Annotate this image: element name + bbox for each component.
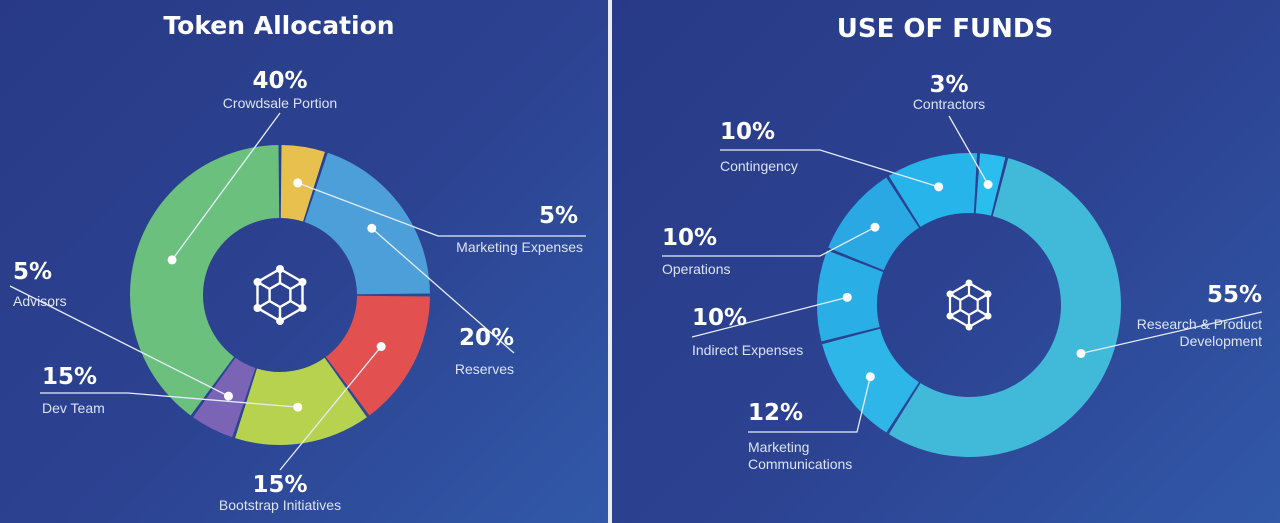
leader-line-reserves <box>371 227 515 354</box>
category-label-bootstrap-initiatives: Bootstrap Initiatives <box>219 497 341 513</box>
marker-dot-contingency <box>934 182 944 192</box>
use-of-funds-panel: USE OF FUNDS 55% Research & Product Develo… <box>612 0 1280 523</box>
category-label-crowdsale-portion: Crowdsale Portion <box>223 95 337 111</box>
leader-line-marketing-communications <box>748 376 871 433</box>
slice-contingency <box>888 153 978 227</box>
marker-dot-contractors <box>983 180 993 190</box>
leader-line-dev-team <box>40 392 298 408</box>
category-label-dev-team: Dev Team <box>42 400 105 416</box>
marker-dot-dev-team <box>293 402 303 412</box>
percent-label-contractors: 3% <box>929 72 968 98</box>
category-label-advisors: Advisors <box>13 293 67 309</box>
leader-line-bootstrap-initiatives <box>279 346 382 471</box>
percent-label-operations: 10% <box>662 225 717 251</box>
category-label-contractors: Contractors <box>913 96 985 112</box>
slice-bootstrap-initiatives <box>325 295 430 416</box>
percent-label-research-and-product-development: 55% <box>1207 282 1262 308</box>
leader-line-contractors <box>948 115 989 185</box>
token-allocation-panel: Token Allocation 40% Crowdsale Portion 5% M… <box>0 0 608 523</box>
leader-line-indirect-expenses <box>691 296 848 338</box>
category-label-operations: Operations <box>662 261 730 277</box>
percent-label-indirect-expenses: 10% <box>692 305 747 331</box>
marker-dot-research-and-product-development <box>1076 348 1086 358</box>
category-label-contingency: Contingency <box>720 158 798 174</box>
slice-reserves <box>304 152 430 295</box>
marker-dot-crowdsale-portion <box>167 255 177 265</box>
category-label-indirect-expenses: Indirect Expenses <box>692 342 803 358</box>
panel-divider <box>608 0 612 523</box>
percent-label-advisors: 5% <box>13 259 52 285</box>
leader-line-crowdsale-portion <box>171 112 281 261</box>
slice-dev-team <box>235 357 367 445</box>
network-cube-icon <box>946 279 992 331</box>
category-label-marketing-expenses: Marketing Expenses <box>456 239 583 255</box>
category-label-marketing-communications: Communications <box>748 456 852 472</box>
marker-dot-indirect-expenses <box>842 292 852 302</box>
use-of-funds-chart: USE OF FUNDS 55% Research & ProductDevelo… <box>662 14 1263 472</box>
chart-title: USE OF FUNDS <box>837 14 1054 44</box>
marker-dot-operations <box>870 222 880 232</box>
leader-line-research-and-product-development <box>1080 311 1263 355</box>
chart-title: Token Allocation <box>163 11 394 40</box>
percent-label-dev-team: 15% <box>42 364 97 390</box>
slice-crowdsale-portion <box>130 145 280 416</box>
slice-research-and-product-development <box>888 158 1121 458</box>
percent-label-bootstrap-initiatives: 15% <box>252 472 307 498</box>
marker-dot-reserves <box>367 223 377 233</box>
category-label-research-and-product-development: Research & Product <box>1137 316 1262 332</box>
leader-line-marketing-expenses <box>297 182 586 237</box>
category-label-marketing-communications: Marketing <box>748 439 809 455</box>
network-cube-icon <box>253 265 307 325</box>
percent-label-marketing-expenses: 5% <box>539 203 578 229</box>
slice-marketing-expenses <box>280 145 325 222</box>
marker-dot-advisors <box>223 391 233 401</box>
percent-label-marketing-communications: 12% <box>748 400 803 426</box>
marker-dot-bootstrap-initiatives <box>376 342 386 352</box>
marker-dot-marketing-communications <box>865 372 875 382</box>
leader-line-operations <box>662 226 876 257</box>
leader-line-advisors <box>9 285 229 397</box>
category-label-research-and-product-development: Development <box>1180 333 1263 349</box>
category-label-reserves: Reserves <box>455 361 514 377</box>
percent-label-contingency: 10% <box>720 119 775 145</box>
leader-line-contingency <box>720 149 939 188</box>
percent-label-crowdsale-portion: 40% <box>252 68 307 94</box>
marker-dot-marketing-expenses <box>293 178 303 188</box>
percent-label-reserves: 20% <box>459 325 514 351</box>
token-allocation-chart: Token Allocation 40%Crowdsale Portion 5% M… <box>9 11 586 513</box>
